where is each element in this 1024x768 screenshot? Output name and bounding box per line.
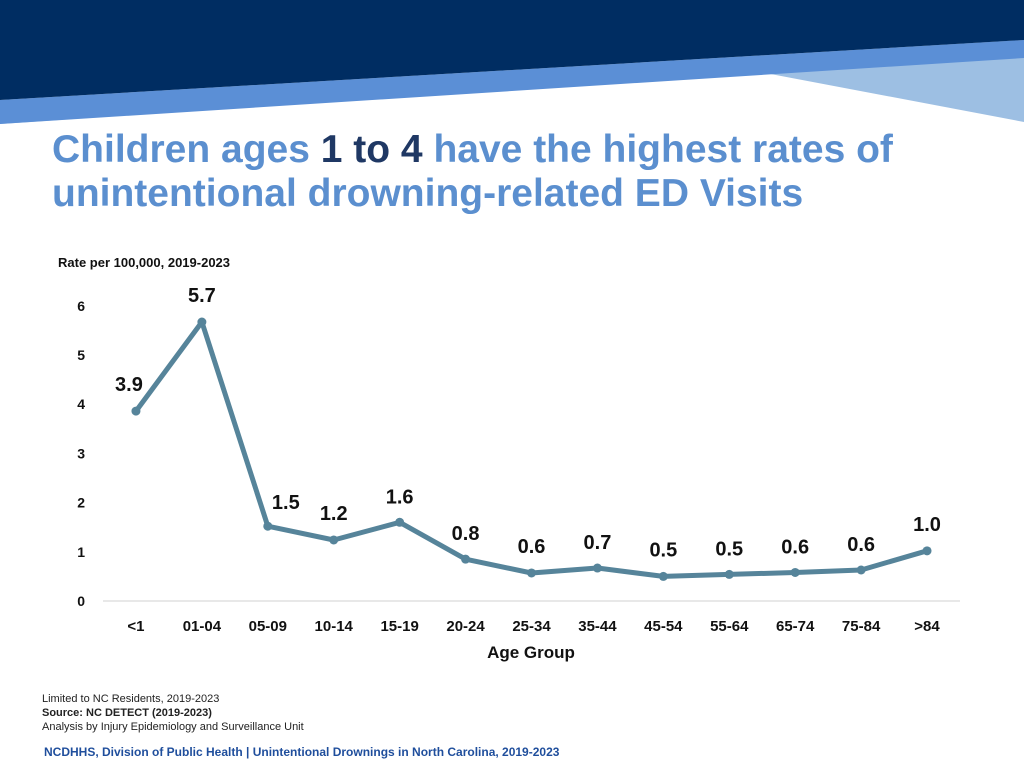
x-tick-label: 55-64 [710, 618, 749, 635]
data-point [395, 517, 405, 527]
data-label: 0.8 [452, 523, 480, 545]
title-text-1: Children ages [52, 128, 321, 171]
data-point [724, 569, 734, 579]
y-tick-label: 2 [77, 495, 85, 511]
data-label: 0.5 [649, 539, 677, 561]
data-labels: 3.9 5.7 1.5 1.2 1.6 0.8 0.6 0.7 0.5 0.5 0.6 0.6 1.0 [115, 285, 941, 561]
data-point [461, 554, 471, 564]
data-label: 0.5 [715, 538, 743, 560]
data-point [790, 567, 800, 577]
page-footer: NCDHHS, Division of Public Health | Unin… [44, 745, 560, 759]
x-axis-label: Age Group [487, 643, 575, 662]
footnote-scope: Limited to NC Residents, 2019-2023 [42, 693, 220, 705]
banner-mid-stripe [0, 40, 1024, 124]
x-tick-label: <1 [127, 618, 144, 635]
data-point [197, 317, 207, 327]
data-label: 3.9 [115, 374, 143, 396]
x-tick-label: 05-09 [249, 618, 287, 635]
y-tick-label: 0 [77, 593, 85, 609]
data-label: 5.7 [188, 285, 216, 307]
footnote-analysis: Analysis by Injury Epidemiology and Surv… [42, 721, 304, 733]
data-point [592, 563, 602, 573]
title-number-1: 1 [320, 128, 343, 171]
data-label: 1.0 [913, 514, 941, 536]
y-tick-label: 1 [77, 544, 85, 560]
y-ticks: 0 1 2 3 4 5 6 [77, 298, 85, 609]
data-label: 0.7 [584, 532, 612, 554]
x-tick-label: 15-19 [380, 618, 418, 635]
title-text-2: have the highest rates of unintentional … [52, 128, 893, 215]
data-point [263, 521, 273, 531]
x-tick-label: 20-24 [446, 618, 485, 635]
line-chart: Rate per 100,000, 2019-2023 0 1 2 3 4 5 6 <1 01… [58, 255, 960, 662]
x-tick-label: 65-74 [776, 618, 815, 635]
x-tick-label: 01-04 [183, 618, 222, 635]
data-point [922, 546, 932, 556]
x-tick-label: 45-54 [644, 618, 683, 635]
y-axis-label: Rate per 100,000, 2019-2023 [58, 255, 230, 270]
data-point [329, 535, 339, 545]
footnote-source: Source: NC DETECT (2019-2023) [42, 707, 212, 719]
data-point [131, 406, 141, 416]
x-tick-label: >84 [914, 618, 940, 635]
data-label: 1.2 [320, 503, 348, 525]
y-tick-label: 5 [77, 347, 85, 363]
data-label: 0.6 [847, 534, 875, 556]
banner-dark-band [0, 0, 1024, 100]
y-tick-label: 4 [77, 396, 85, 412]
data-point [856, 565, 866, 575]
x-tick-label: 10-14 [315, 618, 354, 635]
title-number-2: 4 [400, 128, 423, 171]
y-tick-label: 6 [77, 298, 85, 314]
x-tick-label: 75-84 [842, 618, 881, 635]
footnotes: Limited to NC Residents, 2019-2023 Sourc… [42, 692, 304, 734]
data-point [658, 571, 668, 581]
data-label: 1.6 [386, 486, 414, 508]
data-label: 0.6 [781, 536, 809, 558]
title-to: to [342, 128, 401, 171]
x-tick-label: 25-34 [512, 618, 551, 635]
page-title: Children ages 1 to 4 have the highest ra… [52, 128, 1002, 216]
data-point [527, 568, 536, 578]
y-tick-label: 3 [77, 445, 85, 461]
data-label: 0.6 [518, 536, 546, 558]
data-points [131, 317, 932, 581]
x-tick-label: 35-44 [578, 618, 617, 635]
header-banner [0, 0, 1024, 124]
data-label: 1.5 [272, 492, 300, 514]
x-ticks: <1 01-04 05-09 10-14 15-19 20-24 25-34 35-44 45-… [127, 618, 940, 635]
